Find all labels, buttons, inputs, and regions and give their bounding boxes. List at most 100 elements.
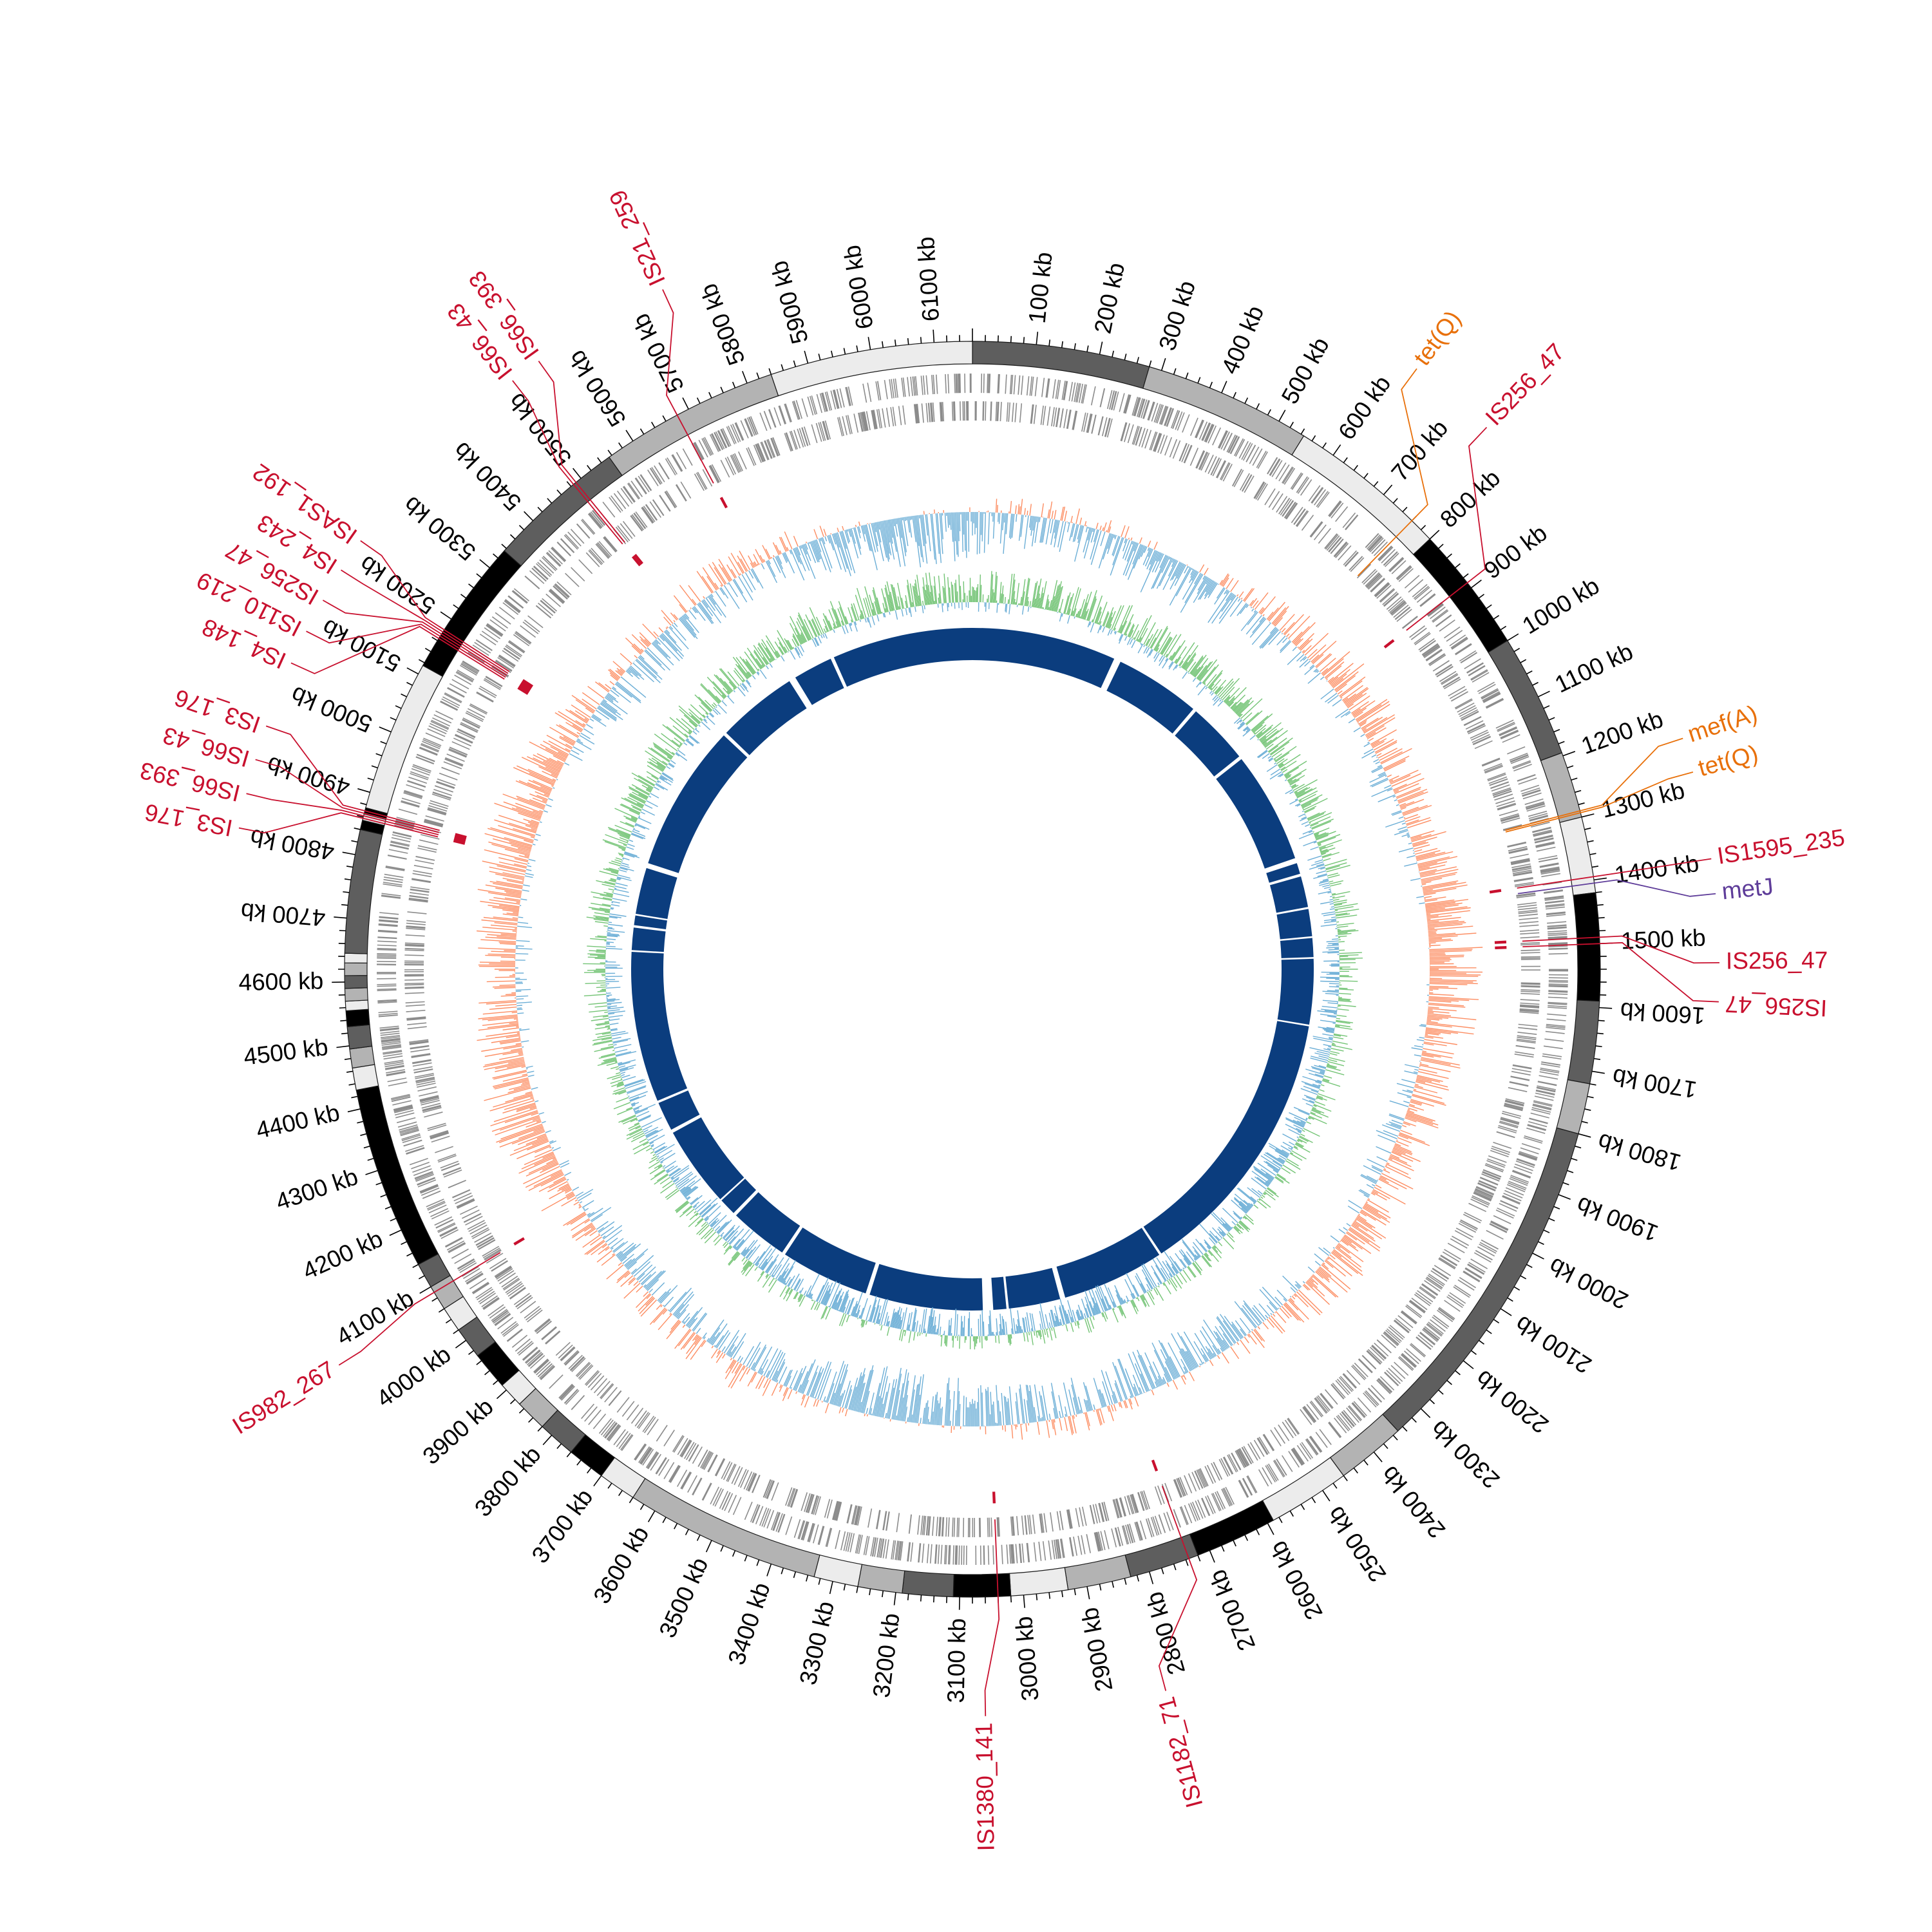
scale-label: 4800 kb [248, 824, 336, 865]
annotation-label: IS256_47 [1481, 338, 1570, 430]
scale-label: 1500 kb [1620, 924, 1706, 954]
scale-label: 5800 kb [695, 280, 750, 369]
annotation-leader-line [265, 725, 440, 831]
alignment-block [721, 1179, 757, 1213]
scale-label: 2100 kb [1510, 1311, 1596, 1379]
scale-label: 3200 kb [868, 1612, 905, 1700]
annotation-label: IS1380_141 [971, 1723, 999, 1852]
contig-segment [344, 952, 368, 964]
scale-label: 1600 kb [1620, 998, 1706, 1029]
annotation-label: IS256_47 [1725, 990, 1828, 1021]
scale-label: 3900 kb [418, 1393, 498, 1470]
contig-segment [1064, 1554, 1132, 1591]
annotation-leader-line [338, 1252, 501, 1366]
contig-segment [344, 962, 368, 976]
gene-feature-ticks [376, 373, 1569, 1566]
annotation-label: IS1182_71 [1153, 1694, 1208, 1811]
scale-label: 3100 kb [943, 1618, 971, 1703]
scale-label: 2900 kb [1076, 1605, 1117, 1694]
alignment-block [1143, 1021, 1309, 1254]
contig-ideogram-ring [344, 341, 1601, 1598]
mobile-element-marker [522, 679, 534, 688]
scale-label: 1000 kb [1518, 573, 1604, 639]
mobile-element-marker [1489, 889, 1502, 894]
alignment-block [795, 658, 844, 705]
annotation-leader-line [1517, 858, 1712, 889]
contig-segment [1573, 892, 1601, 1002]
annotation-leader-line [984, 1519, 1000, 1716]
alignment-block [634, 915, 667, 929]
contig-segment [770, 341, 973, 397]
scale-label: 5700 kb [627, 309, 689, 397]
scale-label: 1100 kb [1551, 638, 1637, 698]
contig-segment [422, 550, 522, 677]
scale-label: 2300 kb [1426, 1416, 1505, 1493]
scale-label: 5300 kb [399, 491, 480, 566]
alignment-block [972, 628, 1115, 688]
scale-label: 1300 kb [1598, 777, 1687, 823]
scale-label: 2500 kb [1322, 1502, 1391, 1587]
scale-label: 2600 kb [1265, 1537, 1328, 1624]
scale-label: 4100 kb [332, 1285, 418, 1350]
annotation-leader-line [306, 623, 506, 678]
gc-content-bars-positive [477, 498, 1483, 1440]
scale-label: 4300 kb [272, 1163, 361, 1215]
contig-segment [1189, 1500, 1274, 1556]
scale-label: 3000 kb [1010, 1615, 1044, 1702]
annotation-leader-line [1505, 737, 1683, 831]
scale-label: 3300 kb [795, 1599, 839, 1687]
scale-label: 900 kb [1479, 520, 1552, 584]
annotation-label: tet(Q) [1408, 306, 1466, 370]
mobile-element-marker [992, 1492, 996, 1504]
alignment-block [631, 927, 666, 952]
scale-label: 3600 kb [588, 1522, 654, 1608]
alignment-block [726, 681, 807, 755]
mobile-element-marker [634, 554, 643, 565]
scale-label: 300 kb [1154, 278, 1201, 354]
scale-label: 1800 kb [1595, 1128, 1684, 1176]
scale-label: 2000 kb [1545, 1253, 1633, 1314]
annotation-leader-line [1517, 879, 1716, 897]
contig-segment [1556, 1079, 1591, 1135]
gc-skew-bars-positive [583, 571, 1363, 1350]
annotation-leader-line [662, 289, 714, 484]
mobile-element-marker [453, 837, 466, 843]
contig-segment [345, 999, 369, 1012]
contig-segment [346, 1024, 373, 1050]
scale-label: 3800 kb [469, 1441, 546, 1522]
alignment-block [631, 951, 688, 1101]
scale-label: 5200 kb [355, 551, 440, 620]
annotation-label: IS982_267 [228, 1356, 340, 1439]
alignment-block [991, 1276, 1007, 1311]
contig-segment [952, 1573, 1012, 1598]
annotation-label: IS21_259 [604, 186, 670, 290]
annotation-leader-line [1357, 368, 1428, 576]
mobile-element-marker [455, 833, 467, 839]
mobile-element-marker [1151, 1459, 1159, 1472]
contig-segment [344, 987, 368, 1002]
mobile-element-marker [1494, 940, 1507, 944]
alignment-block [648, 735, 748, 873]
scale-label: 3500 kb [654, 1553, 713, 1642]
alignment-block [1106, 661, 1193, 734]
annotation-leader-line [290, 625, 505, 680]
mobile-element-marker [454, 835, 466, 841]
mobile-element-marker [518, 685, 530, 694]
scale-label: 2400 kb [1376, 1461, 1451, 1543]
annotation-leader-line [246, 793, 439, 835]
scale-label: 3400 kb [723, 1579, 775, 1668]
alignment-block [1266, 863, 1300, 883]
annotation-leader-line [360, 540, 510, 672]
annotation-label: IS256_47 [1726, 947, 1828, 974]
alignment-block [1216, 759, 1296, 869]
alignment-block [1280, 938, 1314, 958]
annotation-leader-line [255, 759, 439, 833]
contig-segment [349, 1045, 375, 1069]
alignment-block [636, 867, 677, 920]
contig-segment [857, 1564, 905, 1594]
mobile-element-marker [1495, 945, 1507, 950]
annotation-leader-line [512, 380, 623, 545]
annotation-leader-line [341, 569, 509, 674]
tick-marks [332, 328, 1613, 1610]
